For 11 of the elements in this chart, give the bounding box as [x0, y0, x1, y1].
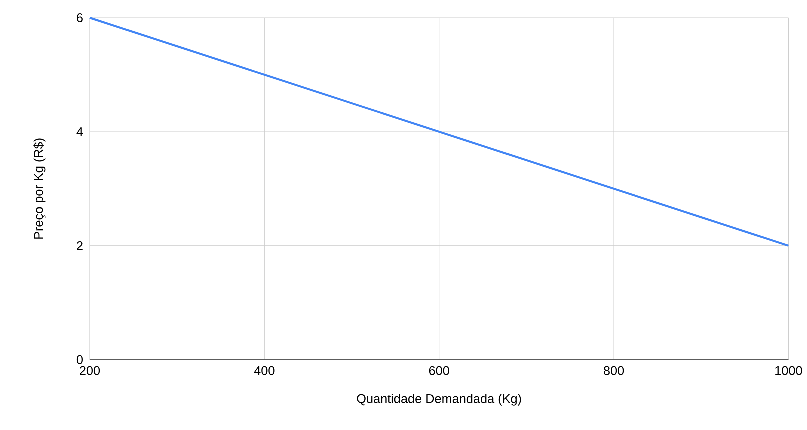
y-tick-label: 6	[77, 14, 83, 23]
y-tick-label: 0	[76, 355, 83, 364]
x-tick-label: 800	[604, 366, 624, 376]
x-axis-title: Quantidade Demandada (Kg)	[357, 394, 522, 406]
x-tick-label: 1000	[776, 366, 802, 376]
y-axis-title: Preço por Kg (R$)	[34, 138, 46, 239]
y-tick-label: 2	[77, 242, 83, 250]
x-tick-label: 200	[80, 366, 100, 376]
x-tick-label: 600	[429, 366, 450, 376]
x-tick-label: 400	[254, 366, 275, 376]
y-tick-label: 4	[76, 128, 84, 136]
